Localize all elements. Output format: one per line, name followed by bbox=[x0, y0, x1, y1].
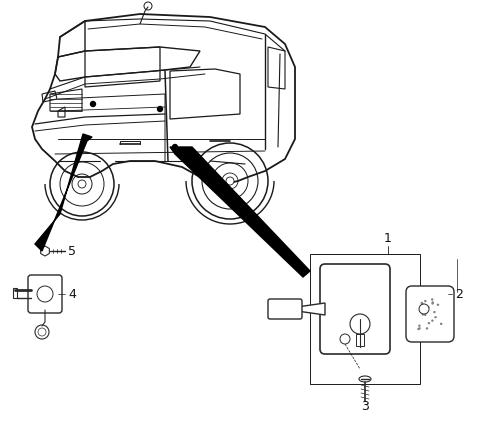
Circle shape bbox=[226, 178, 234, 186]
Bar bbox=[356, 334, 364, 346]
Circle shape bbox=[426, 328, 428, 330]
Bar bbox=[13, 288, 17, 298]
Polygon shape bbox=[35, 135, 92, 251]
Polygon shape bbox=[41, 246, 49, 256]
Circle shape bbox=[172, 145, 178, 150]
Circle shape bbox=[432, 302, 434, 304]
Circle shape bbox=[421, 314, 424, 316]
Circle shape bbox=[431, 320, 433, 322]
Polygon shape bbox=[297, 303, 325, 315]
Circle shape bbox=[434, 316, 437, 319]
Circle shape bbox=[417, 328, 420, 331]
Circle shape bbox=[157, 107, 163, 112]
Circle shape bbox=[437, 304, 439, 306]
Circle shape bbox=[424, 300, 427, 302]
FancyBboxPatch shape bbox=[320, 265, 390, 354]
Circle shape bbox=[433, 311, 436, 314]
FancyBboxPatch shape bbox=[268, 299, 302, 319]
Text: 1: 1 bbox=[384, 231, 392, 245]
Text: 5: 5 bbox=[68, 245, 76, 258]
Bar bbox=[310, 254, 420, 384]
Text: 2: 2 bbox=[455, 288, 463, 301]
Circle shape bbox=[421, 303, 423, 305]
Text: 3: 3 bbox=[361, 399, 369, 412]
Circle shape bbox=[431, 299, 433, 301]
Circle shape bbox=[418, 325, 420, 327]
Circle shape bbox=[91, 102, 96, 107]
FancyBboxPatch shape bbox=[28, 275, 62, 313]
Circle shape bbox=[419, 328, 421, 330]
FancyBboxPatch shape bbox=[406, 286, 454, 342]
Circle shape bbox=[428, 322, 430, 325]
Circle shape bbox=[424, 314, 427, 316]
Circle shape bbox=[78, 181, 86, 189]
Circle shape bbox=[424, 309, 426, 311]
Circle shape bbox=[350, 314, 370, 334]
Text: 4: 4 bbox=[68, 288, 76, 301]
Circle shape bbox=[420, 302, 423, 305]
Circle shape bbox=[440, 323, 443, 325]
Circle shape bbox=[427, 306, 430, 309]
Circle shape bbox=[419, 304, 429, 314]
Ellipse shape bbox=[359, 376, 371, 382]
Polygon shape bbox=[170, 148, 310, 277]
Circle shape bbox=[432, 302, 434, 305]
